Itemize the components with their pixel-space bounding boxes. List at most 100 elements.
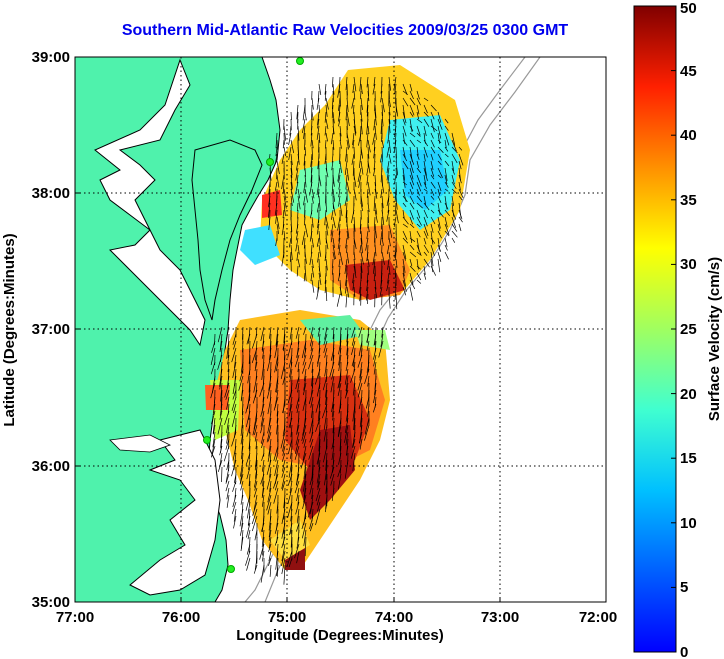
velocity-arrow <box>444 251 449 260</box>
velocity-arrow <box>359 361 363 379</box>
velocity-arrow <box>394 125 397 138</box>
velocity-arrow <box>275 375 279 393</box>
velocity-arrow <box>352 104 355 114</box>
velocity-arrow <box>374 104 377 119</box>
velocity-arrow <box>268 536 272 549</box>
velocity-arrow <box>240 417 244 436</box>
velocity-arrow <box>232 375 237 394</box>
velocity-arrow <box>304 216 306 226</box>
velocity-arrow <box>317 111 320 126</box>
velocity-arrow <box>303 195 306 206</box>
velocity-arrow <box>381 139 385 149</box>
velocity-arrow <box>311 237 314 248</box>
velocity-arrow <box>402 286 407 296</box>
velocity-arrow <box>338 244 341 256</box>
velocity-arrow <box>219 410 223 420</box>
velocity-arrow <box>321 403 328 419</box>
colorbar-tick-label: 20 <box>680 386 697 403</box>
velocity-arrow <box>332 258 334 269</box>
velocity-arrow <box>366 361 370 373</box>
velocity-arrow <box>458 160 462 170</box>
velocity-arrow <box>220 382 223 402</box>
station-dot-icon <box>203 436 211 444</box>
velocity-arrow <box>388 139 391 154</box>
velocity-arrow <box>360 118 363 135</box>
map-title: Southern Mid-Atlantic Raw Velocities 200… <box>121 22 569 39</box>
velocity-arrow <box>304 111 307 121</box>
velocity-arrow <box>311 368 314 387</box>
velocity-arrow <box>402 97 409 107</box>
velocity-arrow <box>296 550 300 564</box>
velocity-arrow <box>423 244 429 253</box>
velocity-arrow <box>253 564 258 574</box>
colorbar-tick-label: 50 <box>680 0 697 17</box>
velocity-arrow <box>303 459 307 479</box>
velocity-arrow <box>344 368 349 385</box>
velocity-arrow <box>345 375 349 392</box>
velocity-arrow <box>367 139 371 153</box>
velocity-arrow <box>324 153 327 165</box>
velocity-arrow <box>338 174 341 183</box>
velocity-arrow <box>325 202 328 213</box>
y-tick-label: 36:00 <box>32 458 70 475</box>
velocity-arrow <box>416 132 421 137</box>
velocity-arrow <box>318 340 321 354</box>
velocity-arrow <box>344 258 348 274</box>
velocity-arrow <box>374 279 377 290</box>
velocity-arrow <box>386 195 390 206</box>
velocity-arrow <box>352 452 356 471</box>
velocity-arrow <box>290 466 293 482</box>
velocity-arrow <box>240 445 244 460</box>
velocity-arrow <box>274 459 279 476</box>
velocity-arrow <box>353 265 357 279</box>
velocity-arrow <box>232 389 237 400</box>
velocity-arrow <box>352 83 355 93</box>
velocity-arrow <box>261 459 265 472</box>
velocity-arrow <box>317 118 320 129</box>
velocity-arrow <box>366 167 369 176</box>
velocity-arrow <box>325 494 328 509</box>
velocity-arrow <box>268 216 271 231</box>
velocity-arrow <box>353 76 357 92</box>
velocity-arrow <box>451 209 457 220</box>
velocity-arrow <box>260 417 265 434</box>
velocity-arrow <box>212 431 216 448</box>
velocity-arrow <box>233 403 237 414</box>
velocity-arrow <box>310 494 314 514</box>
velocity-arrow <box>444 174 448 185</box>
velocity-arrow <box>311 146 314 161</box>
velocity-arrow <box>402 125 407 137</box>
velocity-arrow <box>359 368 363 381</box>
velocity-arrow <box>325 167 329 178</box>
velocity-arrow <box>318 424 321 436</box>
velocity-arrow <box>269 167 272 181</box>
velocity-arrow <box>290 139 295 154</box>
velocity-arrow <box>219 375 223 390</box>
velocity-arrow <box>330 230 334 243</box>
velocity-arrow <box>373 258 376 274</box>
velocity-arrow <box>251 515 258 532</box>
velocity-arrow <box>290 424 293 438</box>
velocity-arrow <box>373 76 376 87</box>
velocity-arrow <box>316 97 320 110</box>
velocity-arrow <box>360 111 363 122</box>
velocity-arrow <box>409 230 413 243</box>
velocity-arrow <box>423 258 430 268</box>
velocity-arrow <box>252 389 258 404</box>
velocity-arrow <box>373 118 376 131</box>
velocity-arrow <box>324 361 328 377</box>
velocity-arrow <box>458 146 463 151</box>
velocity-arrow <box>366 251 369 262</box>
velocity-arrow <box>387 258 390 270</box>
velocity-arrow <box>444 216 448 228</box>
velocity-arrow <box>373 216 376 231</box>
velocity-arrow <box>437 188 441 196</box>
velocity-arrow <box>416 195 423 203</box>
velocity-arrow <box>302 118 306 134</box>
velocity-arrow <box>247 529 251 540</box>
velocity-arrow <box>423 237 427 245</box>
velocity-arrow <box>402 104 406 118</box>
velocity-arrow <box>288 557 293 568</box>
velocity-arrow <box>283 202 286 216</box>
velocity-arrow <box>261 452 265 461</box>
